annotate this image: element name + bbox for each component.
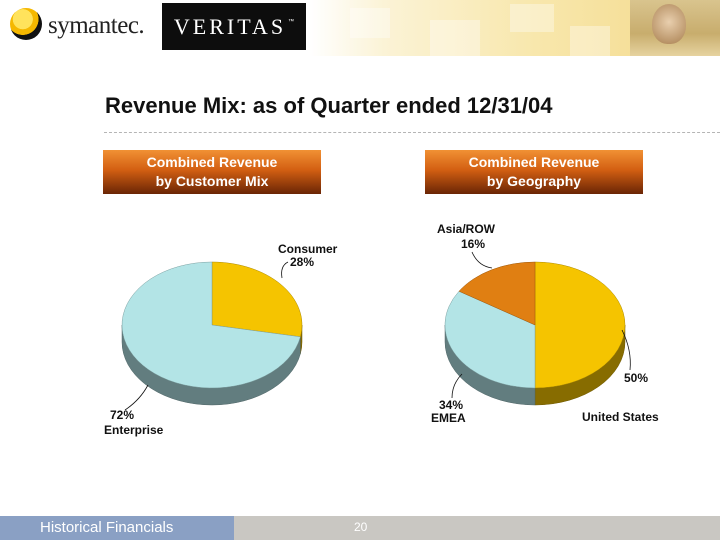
us-label: United States <box>582 410 659 424</box>
consumer-leader-line <box>282 262 288 278</box>
customer-mix-slice-consumer <box>212 262 302 337</box>
consumer-label: Consumer <box>278 242 338 256</box>
enterprise-label: Enterprise <box>104 423 164 437</box>
asia-row-value: 16% <box>461 237 485 251</box>
emea-label: EMEA <box>431 411 466 425</box>
enterprise-leader-line <box>125 385 148 410</box>
asia-row-label: Asia/ROW <box>437 222 496 236</box>
asia-row-leader-line <box>472 252 492 268</box>
footer-section-label: Historical Financials <box>0 516 234 540</box>
customer-mix-pie <box>122 262 302 405</box>
enterprise-value: 72% <box>110 408 134 422</box>
page-number: 20 <box>354 520 367 534</box>
geography-pie <box>445 262 625 405</box>
consumer-value: 28% <box>290 255 314 269</box>
emea-value: 34% <box>439 398 463 412</box>
us-value: 50% <box>624 371 648 385</box>
